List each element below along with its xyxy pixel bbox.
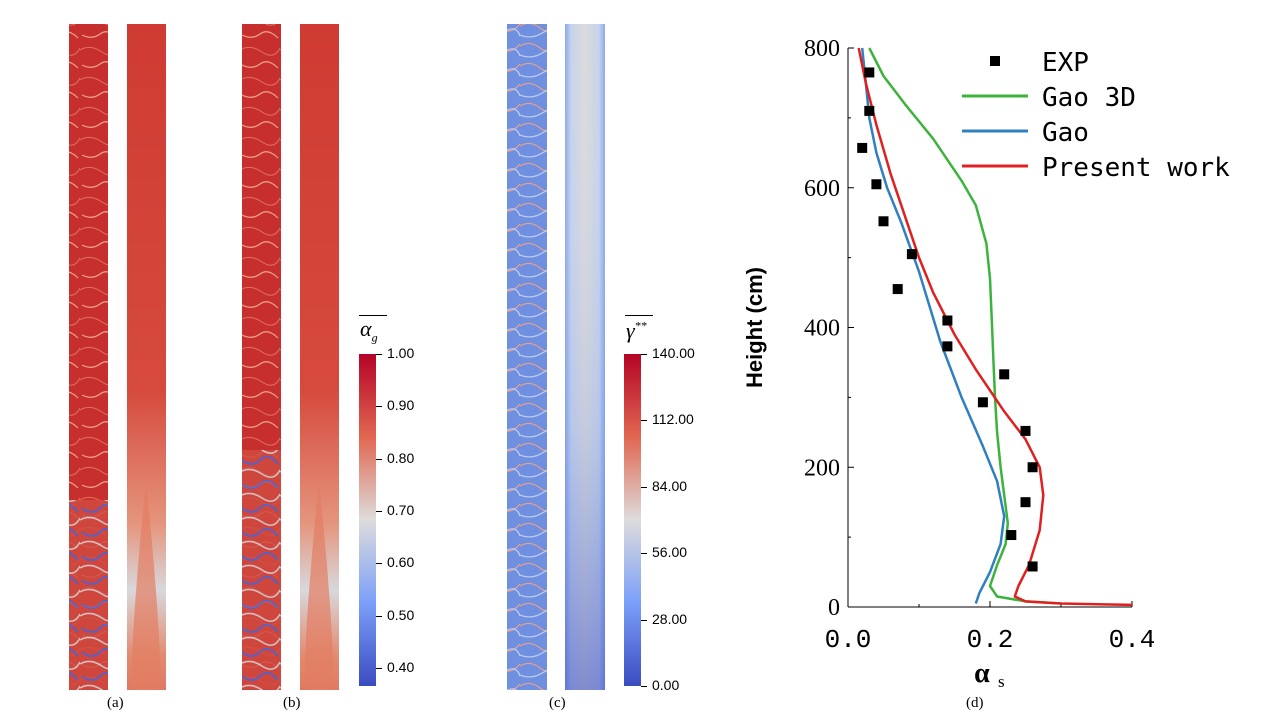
panel-label-b: (b) — [283, 695, 301, 711]
colorbar-alpha-tick-label: 0.70 — [387, 502, 415, 518]
colorbar-gamma-tick-label: 0.00 — [652, 677, 680, 693]
exp-point — [977, 397, 988, 408]
colorbar-alpha-tickmark — [376, 668, 382, 669]
legend-label-present-work: Present work — [1042, 153, 1230, 183]
panel-label-a: (a) — [107, 695, 124, 711]
exp-point — [942, 341, 953, 352]
colorbar-gamma-tickmark — [641, 553, 647, 555]
colorbar-alpha-tick-label: 0.50 — [387, 606, 415, 623]
colorbar-alpha-tickmark — [376, 406, 382, 408]
colorbar-alpha-tickmark — [376, 458, 382, 460]
colorbar-gamma-tickmark — [641, 486, 647, 488]
colorbar-gamma-tickmark — [641, 420, 647, 422]
colorbar-gamma-tick-label: 56.00 — [652, 544, 688, 561]
x-axis-label-subscript: s — [998, 672, 1005, 691]
exp-point — [999, 369, 1010, 380]
colorbar-alpha-subscript: g — [371, 330, 378, 345]
exp-point — [864, 105, 875, 116]
exp-point — [1027, 462, 1038, 473]
legend-marker-exp — [990, 56, 1000, 66]
y-tick-label: 600 — [804, 176, 840, 202]
colorbar-gamma-tickmark — [641, 619, 647, 621]
exp-point — [864, 67, 875, 78]
exp-point — [1020, 425, 1031, 436]
colorbar-gamma-title: γ** — [626, 318, 647, 344]
colorbar-gamma-tickmark — [641, 686, 647, 687]
y-tick-label: 200 — [804, 455, 840, 481]
series-line-gao — [860, 47, 1006, 604]
colorbar-alpha-symbol: α — [360, 316, 372, 341]
exp-point — [1027, 561, 1038, 572]
colorbar-gamma-tick-label: 28.00 — [652, 610, 688, 627]
colorbar-alpha-tick-label: 0.60 — [387, 554, 415, 571]
legend-label-exp: EXP — [1042, 48, 1089, 78]
colorbar-gamma-tick-label: 140.00 — [652, 345, 695, 361]
x-tick-label: 0.2 — [967, 625, 1014, 655]
exp-point — [906, 249, 917, 260]
colorbar-alpha-title: αg — [360, 316, 378, 345]
colorbar-alpha-tickmark — [376, 354, 382, 355]
panel-label-c: (c) — [549, 695, 566, 711]
series-line-present-work — [857, 47, 1133, 607]
contour-b-bottom-region — [242, 450, 281, 690]
colorbar-gamma-gradient — [624, 354, 641, 686]
legend-label-gao-3d: Gao 3D — [1042, 83, 1136, 113]
colorbar-gamma-superscript: ** — [634, 318, 647, 333]
colorbar-gamma-tickmark — [641, 354, 647, 355]
contour-panels — [69, 24, 641, 690]
colorbar-alpha-tick-label: 0.40 — [387, 659, 415, 675]
y-tick-label: 0 — [828, 595, 840, 621]
contour-c-instantaneous — [507, 24, 547, 690]
colorbar-alpha-overline — [359, 315, 387, 316]
contour-a-bottom-region — [69, 500, 108, 690]
colorbar-alpha-tickmark — [376, 511, 382, 512]
colorbar-gamma-tick-label: 112.00 — [652, 411, 694, 428]
panel-label-d: (d) — [966, 695, 984, 711]
colorbar-alpha-gradient — [359, 354, 376, 686]
y-axis-label: Height (cm) — [742, 267, 767, 388]
y-tick-label: 800 — [804, 36, 840, 62]
colorbar-gamma-overline — [625, 315, 653, 316]
x-axis-label: α — [974, 658, 990, 689]
exp-point — [1006, 530, 1017, 541]
exp-point — [942, 315, 953, 326]
colorbar-alpha-tick-label: 0.80 — [387, 449, 415, 466]
exp-point — [871, 179, 882, 190]
colorbar-gamma-tick-label: 84.00 — [652, 477, 688, 494]
y-tick-label: 400 — [804, 316, 840, 342]
exp-point — [878, 216, 889, 227]
colorbar-alpha-tick-label: 1.00 — [387, 345, 415, 361]
colorbar-alpha-tickmark — [376, 615, 382, 617]
exp-point — [1020, 497, 1031, 508]
line-chart-d: 0 200 400 600 800 0.0 0.2 0.4 Height (cm) α s EXP Ga… — [742, 36, 1230, 691]
colorbar-gamma-symbol: γ — [626, 318, 635, 343]
x-tick-label: 0.0 — [825, 625, 872, 655]
x-tick-label: 0.4 — [1109, 625, 1156, 655]
exp-point — [857, 142, 868, 153]
exp-point — [892, 284, 903, 295]
legend-label-gao: Gao — [1042, 118, 1089, 148]
colorbar-alpha-tick-label: 0.90 — [387, 397, 415, 414]
colorbar-alpha-tickmark — [376, 563, 382, 565]
